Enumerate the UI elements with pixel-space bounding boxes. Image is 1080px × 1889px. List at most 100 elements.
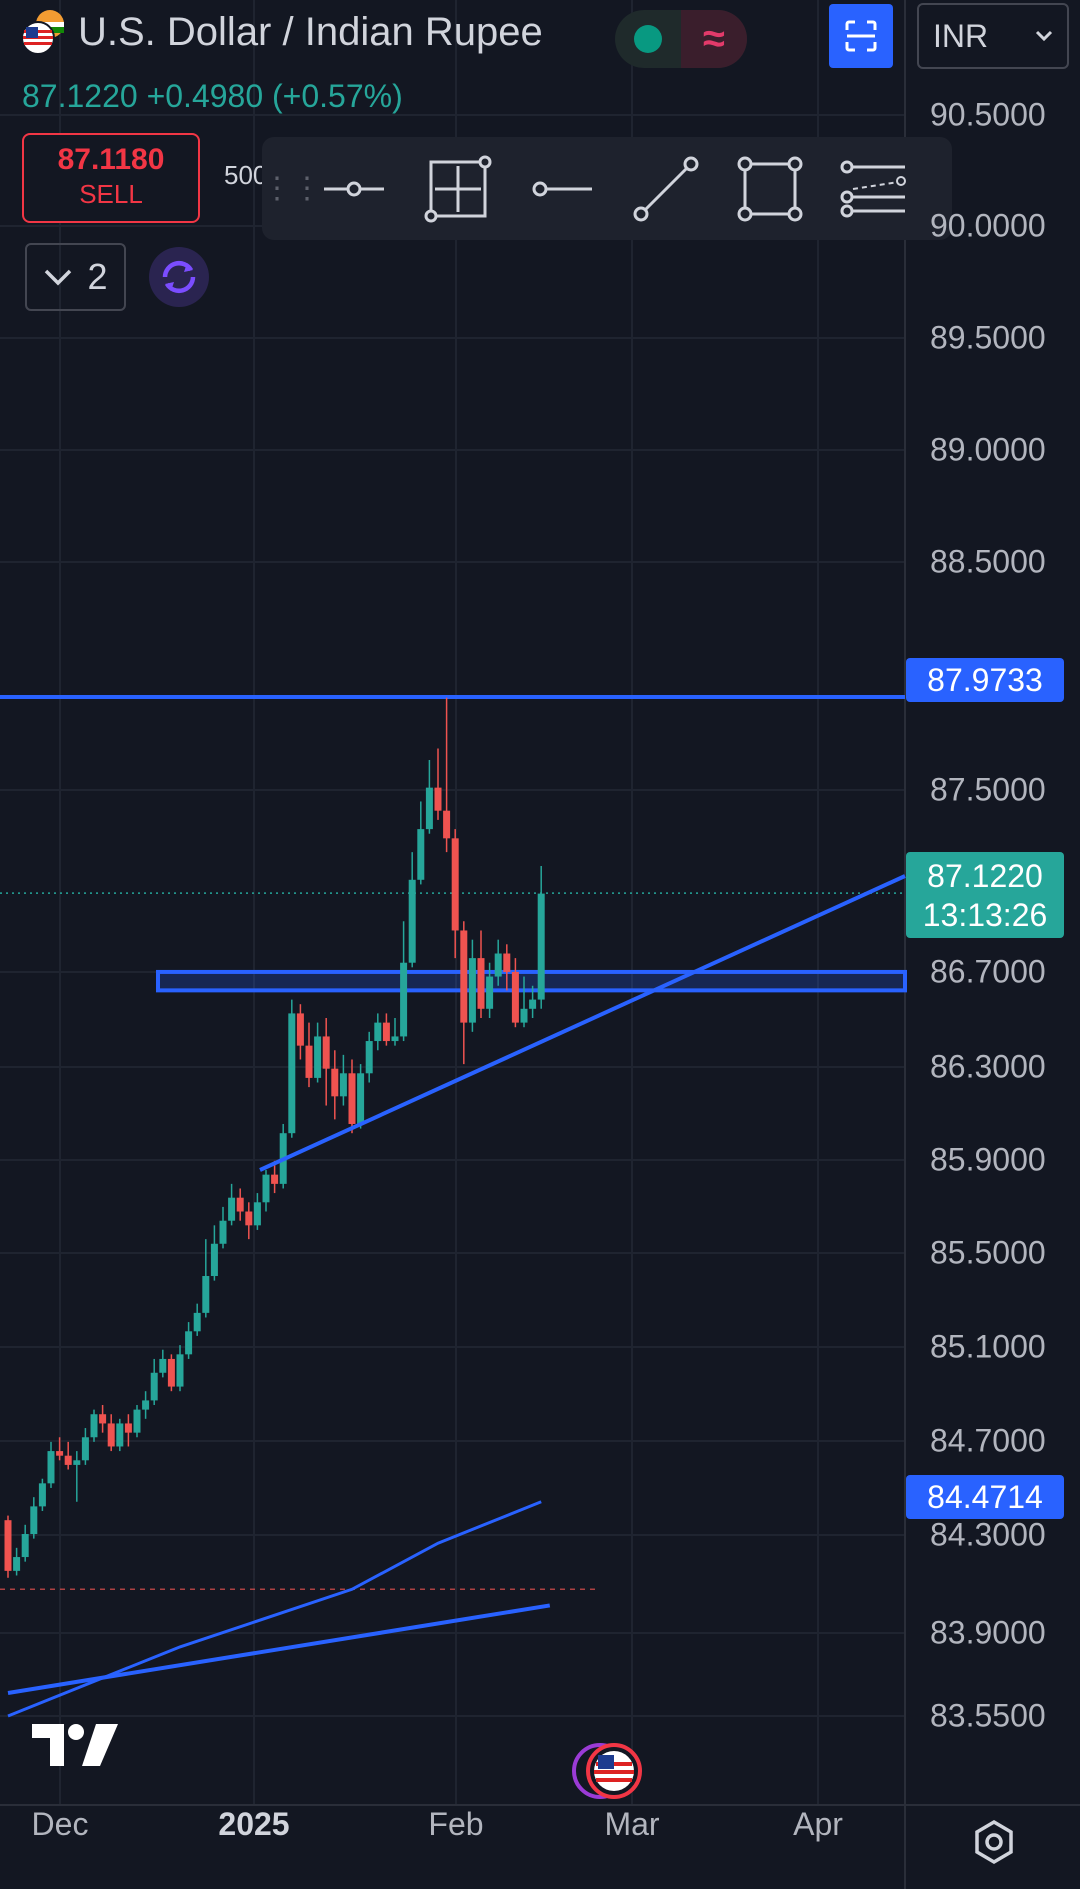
candle-body (537, 893, 545, 1000)
tradingview-logo[interactable] (30, 1722, 120, 1773)
drag-handle-icon[interactable]: ⋮⋮ (262, 172, 322, 205)
price-axis-label: 83.5500 (930, 1697, 1046, 1734)
price-axis-label: 90.5000 (930, 96, 1046, 133)
candle-body (357, 1073, 365, 1124)
candle-body (142, 1400, 150, 1410)
candle-body (30, 1506, 38, 1535)
price-axis-label: 86.7000 (930, 953, 1046, 990)
candle-body (348, 1073, 356, 1124)
candle-body (494, 953, 502, 977)
candle-body (511, 971, 519, 1023)
collapse-indicators-button[interactable]: 2 (25, 243, 126, 311)
parallel-channel-icon[interactable] (822, 149, 926, 229)
candle-body (374, 1022, 382, 1042)
candle-body (124, 1423, 132, 1433)
candle-body (443, 810, 451, 839)
candle-body (391, 1036, 399, 1042)
candle-body (202, 1276, 210, 1313)
candle-body (486, 976, 494, 1009)
candle-body (417, 829, 425, 880)
candle-body (176, 1354, 184, 1387)
candle-body (451, 838, 459, 931)
candle-body (38, 1483, 46, 1507)
horizontal-ray-icon[interactable] (302, 149, 406, 229)
chart-header: U.S. Dollar / Indian Rupee (20, 8, 543, 56)
price-axis-label: 85.9000 (930, 1141, 1046, 1178)
sync-button[interactable] (149, 247, 209, 307)
candle-body (236, 1197, 244, 1212)
candle-body (47, 1451, 55, 1484)
rectangle-icon[interactable] (718, 149, 822, 229)
candle-body (477, 958, 485, 1009)
moving-average-price-label: 84.4714 (906, 1475, 1064, 1519)
candle-body (339, 1073, 347, 1097)
usd-inr-flag-icon (20, 8, 68, 56)
candle-body (382, 1022, 390, 1042)
candle-body (434, 787, 442, 811)
trend-line-icon[interactable] (614, 149, 718, 229)
fullscreen-button[interactable] (829, 4, 893, 68)
candle-body (150, 1372, 158, 1401)
chevron-down-icon (1035, 30, 1053, 42)
horizontal-line-icon[interactable] (510, 149, 614, 229)
market-open-dot-icon (615, 10, 681, 68)
candle-body (193, 1312, 201, 1332)
price-axis-label: 89.5000 (930, 319, 1046, 356)
symbol-title[interactable]: U.S. Dollar / Indian Rupee (78, 9, 543, 54)
economic-events-flag-icon[interactable] (568, 1740, 658, 1807)
sell-price: 87.1180 (57, 143, 165, 176)
price-axis-label: 84.3000 (930, 1516, 1046, 1553)
candle-body (460, 930, 468, 1023)
cross-line-icon[interactable] (406, 149, 510, 229)
time-label-dec: Dec (31, 1806, 89, 1842)
candle-body (90, 1414, 98, 1438)
candle-body (210, 1243, 218, 1277)
lower-trend-line (7, 1603, 551, 1695)
sell-button[interactable]: 87.1180 SELL (22, 133, 200, 223)
currency-select[interactable]: INR (917, 3, 1069, 69)
candle-body (400, 962, 408, 1037)
candle-body (322, 1036, 330, 1069)
candle-body (99, 1414, 107, 1424)
chevron-down-icon (45, 269, 72, 286)
time-label-apr: Apr (793, 1806, 843, 1842)
candle-body (425, 787, 433, 830)
currency-select-value: INR (933, 17, 989, 54)
moving-average-line (7, 1500, 542, 1718)
bar-countdown: 13:13:26 (922, 897, 1048, 933)
order-quantity[interactable]: 500 (224, 160, 268, 190)
indicator-count: 2 (87, 256, 108, 297)
chart-settings-button[interactable] (970, 1818, 1018, 1871)
sell-label: SELL (79, 179, 143, 209)
time-label-mar: Mar (604, 1806, 660, 1842)
refresh-icon (162, 260, 196, 294)
candle-body (13, 1557, 21, 1571)
price-axis-label: 86.3000 (930, 1048, 1046, 1085)
candle-body (159, 1358, 167, 1373)
price-axis-label: 87.5000 (930, 771, 1046, 808)
horizontal-line-price-label: 87.9733 (906, 658, 1064, 702)
candle-body (64, 1455, 72, 1465)
candle-body (529, 999, 537, 1009)
support-trend-line (259, 874, 906, 1172)
candle-body (468, 958, 476, 1023)
price-axis-label: 90.0000 (930, 207, 1046, 244)
price-axis-label: 85.1000 (930, 1328, 1046, 1365)
gear-icon (975, 1819, 1013, 1865)
candle-body (133, 1409, 141, 1433)
time-label-2025: 2025 (218, 1806, 290, 1842)
current-price-label: 87.1220 13:13:26 (906, 852, 1064, 938)
candle-body (228, 1197, 236, 1221)
price-axis-label: 88.5000 (930, 543, 1046, 580)
candle-body (305, 1045, 313, 1078)
candle-body (81, 1437, 89, 1461)
market-status-pill[interactable]: ≈ (615, 10, 747, 68)
price-axis-label: 85.5000 (930, 1234, 1046, 1271)
candle-body (219, 1220, 227, 1244)
candle-body (107, 1423, 115, 1447)
candle-body (116, 1423, 124, 1447)
fullscreen-icon (845, 20, 877, 52)
price-axis-label: 84.7000 (930, 1422, 1046, 1459)
candle-body (296, 1013, 304, 1046)
